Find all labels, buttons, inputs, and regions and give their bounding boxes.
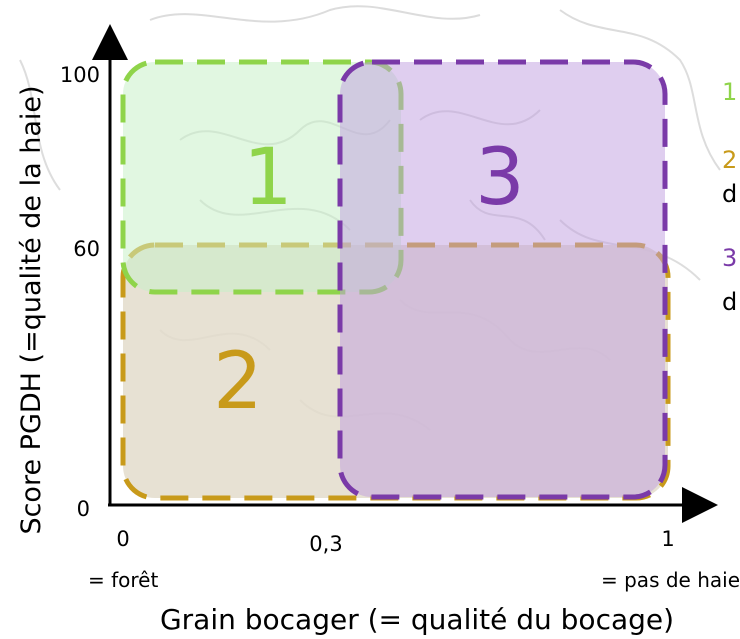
zone-3-box: [337, 59, 668, 500]
legend-3-number: 3: [722, 244, 737, 272]
x-tick-0: 0: [116, 527, 129, 551]
zone-1-label: 1: [243, 133, 293, 223]
zone-2-label: 2: [213, 337, 263, 427]
legend-1-number: 1: [722, 78, 737, 106]
legend-2-number: 2: [722, 146, 737, 174]
y-tick-100: 100: [60, 63, 100, 87]
y-tick-0: 0: [77, 497, 90, 521]
legend-3-text: d: [722, 288, 737, 316]
x-note-left: = forêt: [88, 568, 158, 592]
x-tick-1: 1: [661, 527, 674, 551]
legend-2-text: d: [722, 180, 737, 208]
x-note-right: = pas de haie: [601, 568, 740, 592]
zone-3-label: 3: [475, 133, 525, 223]
y-tick-60: 60: [73, 237, 100, 261]
x-tick-0-3: 0,3: [309, 532, 342, 556]
y-axis-title: Score PGDH (=qualité de la haie): [16, 85, 47, 534]
x-axis-title: Grain bocager (= qualité du bocage): [160, 603, 674, 636]
